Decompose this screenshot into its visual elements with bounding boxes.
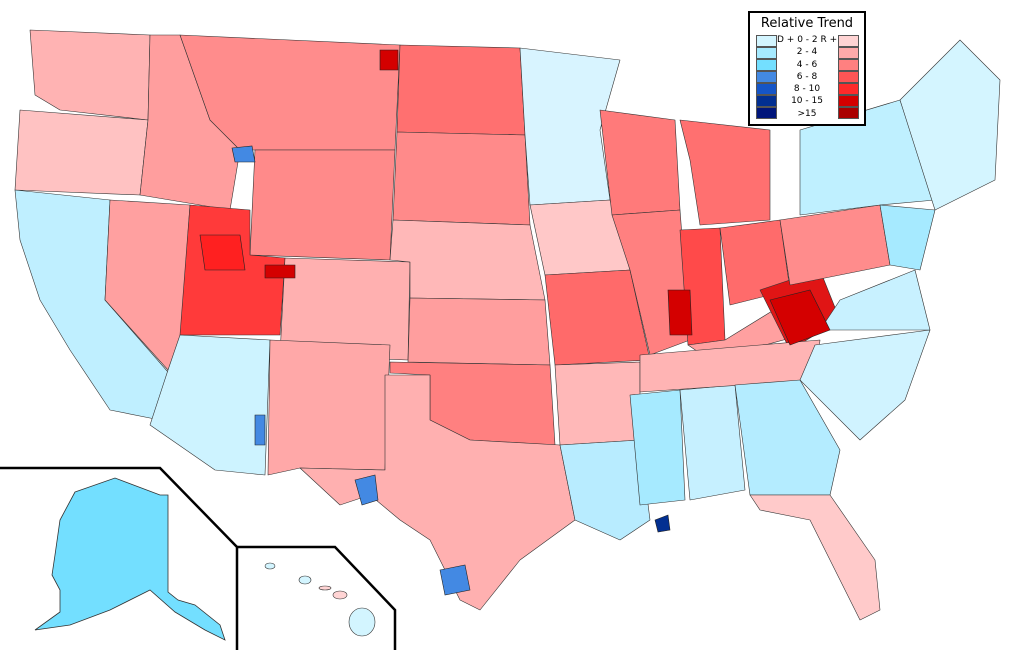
- region-virginia: [819, 269, 931, 331]
- region-new-england: [899, 39, 1001, 211]
- region-carolinas: [799, 329, 931, 441]
- legend-swatch-r-0: [838, 35, 859, 47]
- region-louisiana: [559, 439, 651, 541]
- legend-labels: D + 0 - 2 R + 2 - 4 4 - 6 6 - 8 8 - 10 1…: [777, 34, 837, 120]
- region-georgia: [734, 379, 841, 496]
- region-alabama: [679, 384, 746, 501]
- legend-swatch-d-2: [756, 59, 777, 71]
- legend-swatch-d-5: [756, 95, 777, 107]
- legend-rep-swatches: [838, 35, 859, 119]
- legend-swatch-d-0: [756, 35, 777, 47]
- legend-swatch-d-3: [756, 71, 777, 83]
- region-south-dakota: [392, 131, 531, 226]
- region-florida: [749, 494, 881, 621]
- legend: Relative Trend D + 0 - 2 R + 2 - 4 4 - 6…: [748, 11, 866, 126]
- legend-label-3: 6 - 8: [796, 71, 818, 82]
- legend-swatch-r-5: [838, 95, 859, 107]
- region-new-york: [799, 99, 936, 216]
- legend-swatch-d-4: [756, 83, 777, 95]
- legend-swatch-d-1: [756, 47, 777, 59]
- legend-swatch-r-2: [838, 59, 859, 71]
- region-mid-atlantic: [879, 204, 936, 271]
- region-wyoming: [249, 149, 396, 261]
- region-washington: [29, 29, 151, 121]
- region-new-mexico: [267, 339, 391, 476]
- legend-label-2: 4 - 6: [796, 59, 818, 70]
- region-arkansas: [554, 361, 641, 446]
- legend-label-6: >15: [797, 108, 817, 119]
- region-pennsylvania: [779, 204, 891, 286]
- legend-swatch-r-1: [838, 47, 859, 59]
- legend-dem-swatches: [756, 35, 777, 119]
- region-nebraska: [389, 219, 546, 301]
- inset-hawaii: [264, 562, 376, 637]
- region-north-dakota: [396, 44, 526, 136]
- region-texas: [299, 374, 576, 611]
- region-mississippi: [629, 389, 686, 506]
- legend-label-0: D + 0 - 2 R +: [777, 35, 838, 45]
- region-oregon: [14, 109, 149, 196]
- legend-swatch-d-6: [756, 107, 777, 119]
- legend-swatch-r-3: [838, 71, 859, 83]
- inset-alaska: [34, 477, 226, 641]
- region-wisconsin: [599, 109, 681, 216]
- legend-label-1: 2 - 4: [796, 47, 818, 58]
- legend-label-5: 10 - 15: [791, 96, 823, 107]
- legend-label-4: 8 - 10: [793, 84, 821, 95]
- legend-title: Relative Trend: [760, 16, 854, 31]
- region-kansas: [407, 297, 551, 366]
- legend-swatch-r-6: [838, 107, 859, 119]
- region-michigan: [679, 119, 771, 226]
- legend-swatch-r-4: [838, 83, 859, 95]
- inset-frames: [0, 466, 397, 650]
- accent-counties: [199, 49, 831, 596]
